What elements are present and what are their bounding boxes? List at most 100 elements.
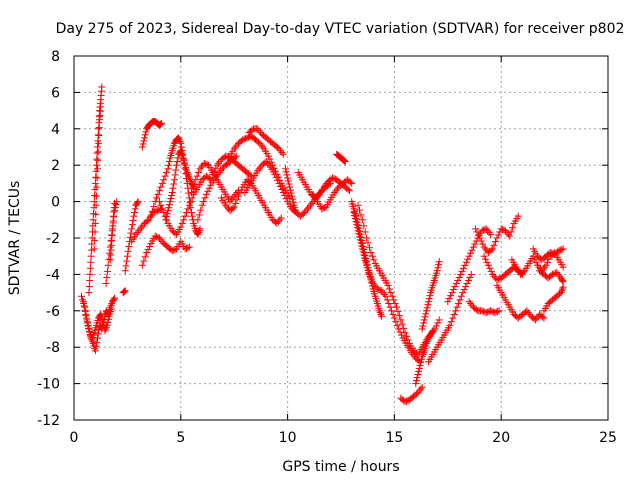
data-point xyxy=(468,246,476,254)
data-point xyxy=(331,175,339,183)
data-point xyxy=(344,185,352,193)
data-point xyxy=(378,287,386,295)
data-point xyxy=(277,214,285,222)
data-point xyxy=(412,377,420,385)
data-point xyxy=(90,245,98,253)
data-point xyxy=(301,209,309,217)
data-point xyxy=(416,361,424,369)
data-point xyxy=(197,163,205,171)
data-point xyxy=(138,223,146,231)
data-point xyxy=(225,205,233,213)
data-point xyxy=(168,189,176,196)
data-point xyxy=(254,138,262,146)
data-point xyxy=(264,152,272,160)
data-point xyxy=(454,276,462,284)
data-point xyxy=(487,246,495,254)
data-point xyxy=(351,215,359,223)
data-point xyxy=(155,234,163,242)
data-point xyxy=(80,298,88,306)
data-point xyxy=(165,161,173,169)
data-point xyxy=(393,321,401,329)
data-point xyxy=(314,192,322,200)
data-point xyxy=(450,310,458,318)
data-point xyxy=(187,189,195,196)
y-tick-label: 8 xyxy=(51,49,60,65)
data-point xyxy=(94,330,102,338)
data-point xyxy=(285,180,293,188)
data-point xyxy=(178,219,186,227)
data-point xyxy=(376,309,384,317)
data-point xyxy=(155,187,163,195)
data-point xyxy=(435,258,443,266)
data-point xyxy=(131,209,139,217)
data-point xyxy=(128,221,136,229)
data-point xyxy=(352,218,360,226)
data-point xyxy=(172,166,180,174)
data-point xyxy=(92,161,100,169)
data-point xyxy=(145,242,153,250)
data-point xyxy=(492,238,500,246)
data-point xyxy=(109,219,117,227)
x-tick-label: 20 xyxy=(492,430,510,446)
data-point xyxy=(210,167,218,175)
data-point xyxy=(85,283,93,291)
data-point xyxy=(126,233,134,241)
data-point xyxy=(134,198,142,206)
data-point xyxy=(476,234,484,242)
data-point xyxy=(166,198,174,206)
data-point xyxy=(92,173,100,181)
data-point xyxy=(361,228,369,236)
data-point xyxy=(346,178,354,186)
data-point xyxy=(198,201,206,209)
data-point xyxy=(323,179,331,187)
data-point xyxy=(383,296,391,304)
data-point xyxy=(531,316,539,324)
data-point xyxy=(209,170,217,178)
data-point xyxy=(79,296,87,304)
data-point xyxy=(140,134,148,142)
chart-title: Day 275 of 2023, Sidereal Day-to-day VTE… xyxy=(56,21,625,37)
data-point xyxy=(275,179,283,187)
data-point xyxy=(167,195,175,203)
data-point xyxy=(88,240,96,248)
data-point xyxy=(182,244,190,252)
data-point xyxy=(256,139,264,147)
data-point xyxy=(365,270,373,278)
data-point xyxy=(92,201,100,209)
data-point xyxy=(175,134,183,142)
data-point xyxy=(519,268,527,276)
y-tick-label: -10 xyxy=(37,377,60,393)
data-point xyxy=(188,194,196,202)
data-point xyxy=(193,172,201,180)
data-point xyxy=(158,205,166,213)
data-point xyxy=(404,397,412,405)
data-point xyxy=(472,225,480,233)
data-point xyxy=(353,221,361,229)
data-point xyxy=(147,212,155,220)
data-point xyxy=(102,323,110,331)
data-point xyxy=(306,201,314,209)
data-point xyxy=(173,158,181,166)
data-point xyxy=(85,324,93,332)
data-point xyxy=(262,158,270,166)
data-point xyxy=(111,207,119,215)
data-point xyxy=(289,195,297,203)
data-point xyxy=(181,212,189,220)
data-point xyxy=(503,229,511,237)
data-point xyxy=(455,273,463,281)
data-point xyxy=(490,241,498,249)
data-point xyxy=(188,212,196,220)
data-point xyxy=(103,321,111,329)
data-point xyxy=(205,175,213,183)
data-point xyxy=(271,218,279,226)
data-point xyxy=(197,206,205,214)
data-point xyxy=(340,156,348,164)
data-point xyxy=(150,202,158,210)
data-point xyxy=(417,385,425,393)
data-point xyxy=(103,273,111,281)
data-point xyxy=(378,312,386,320)
data-point xyxy=(388,292,396,300)
data-point xyxy=(164,165,172,173)
data-point xyxy=(185,201,193,209)
data-point xyxy=(423,304,431,312)
